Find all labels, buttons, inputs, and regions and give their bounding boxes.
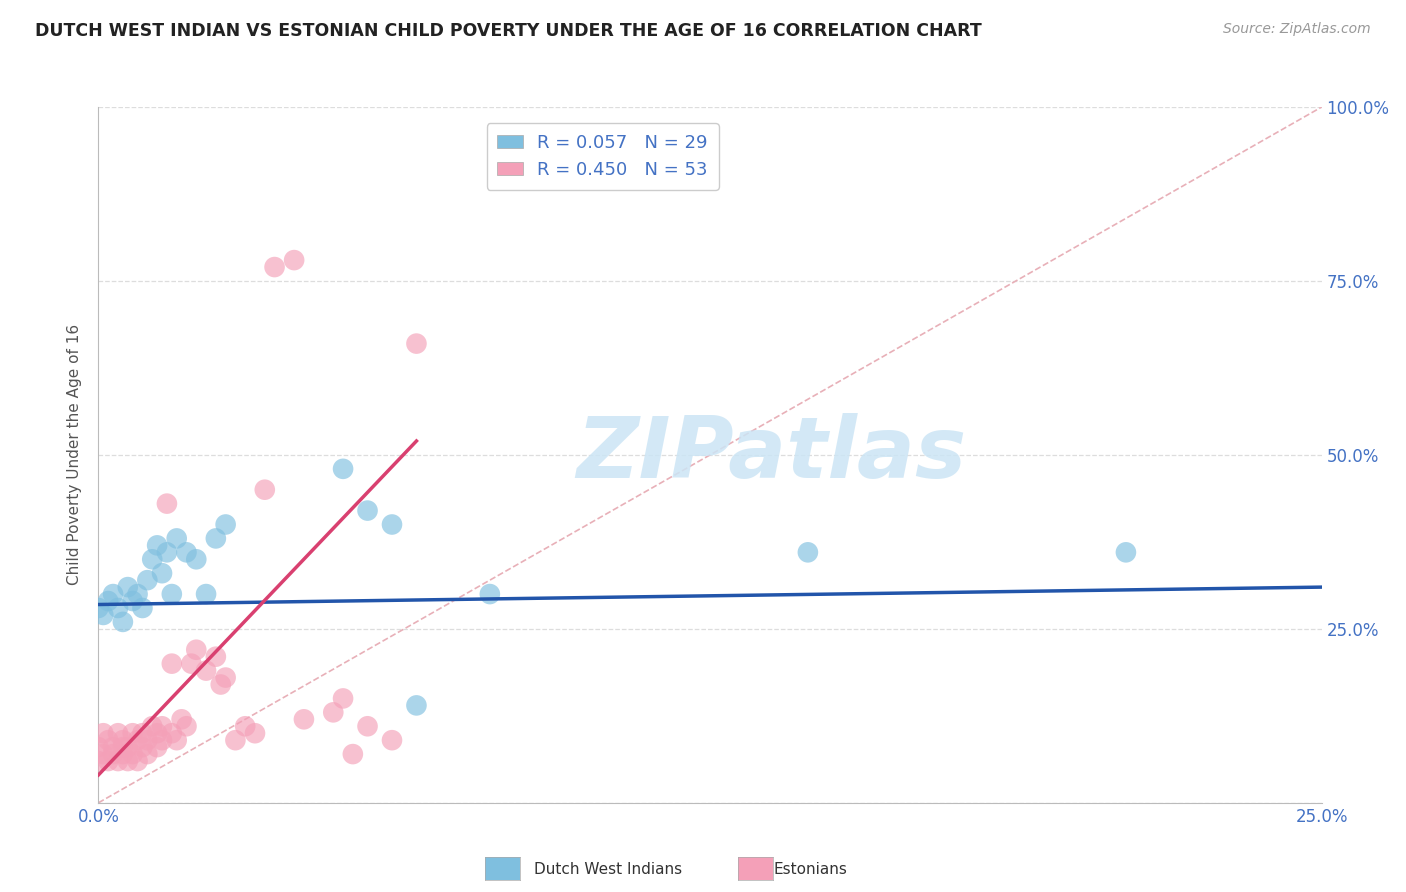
Point	[292, 712, 315, 726]
Point	[478, 587, 501, 601]
Point	[127, 754, 149, 768]
Point	[405, 698, 427, 713]
Point	[117, 580, 139, 594]
Point	[111, 740, 134, 755]
Point	[101, 740, 124, 755]
Point	[111, 615, 134, 629]
Point	[97, 754, 120, 768]
Point	[136, 573, 159, 587]
Point	[87, 601, 110, 615]
Point	[107, 601, 129, 615]
Point	[91, 607, 114, 622]
Point	[131, 726, 153, 740]
Point	[356, 503, 378, 517]
Text: ZIPatlas: ZIPatlas	[576, 413, 966, 497]
Point	[146, 726, 169, 740]
Point	[224, 733, 246, 747]
Point	[322, 706, 344, 720]
Y-axis label: Child Poverty Under the Age of 16: Child Poverty Under the Age of 16	[67, 325, 83, 585]
Point	[381, 733, 404, 747]
Point	[205, 649, 228, 664]
Point	[131, 740, 153, 755]
Point	[263, 260, 285, 274]
Point	[166, 733, 188, 747]
Point	[111, 733, 134, 747]
Point	[141, 552, 163, 566]
Point	[166, 532, 188, 546]
Point	[381, 517, 404, 532]
Point	[1115, 545, 1137, 559]
Point	[214, 517, 236, 532]
Point	[195, 587, 218, 601]
Point	[136, 733, 159, 747]
Point	[87, 740, 110, 755]
Point	[141, 719, 163, 733]
Point	[97, 594, 120, 608]
Point	[121, 747, 143, 761]
Point	[121, 726, 143, 740]
Point	[156, 497, 179, 511]
Point	[186, 552, 208, 566]
Point	[214, 671, 236, 685]
Point	[131, 601, 153, 615]
Point	[117, 754, 139, 768]
Point	[170, 712, 193, 726]
Point	[797, 545, 820, 559]
Point	[127, 587, 149, 601]
Text: Source: ZipAtlas.com: Source: ZipAtlas.com	[1223, 22, 1371, 37]
Point	[136, 747, 159, 761]
Point	[91, 747, 114, 761]
Point	[160, 726, 183, 740]
Point	[146, 740, 169, 755]
Point	[405, 336, 427, 351]
Point	[253, 483, 276, 497]
Point	[150, 566, 173, 581]
Point	[209, 677, 232, 691]
Point	[356, 719, 378, 733]
Text: Estonians: Estonians	[773, 863, 848, 877]
Point	[160, 657, 183, 671]
Point	[332, 691, 354, 706]
Point	[97, 733, 120, 747]
Point	[332, 462, 354, 476]
Point	[87, 754, 110, 768]
Point	[160, 587, 183, 601]
Point	[176, 719, 198, 733]
Point	[195, 664, 218, 678]
Point	[117, 740, 139, 755]
Point	[205, 532, 228, 546]
Text: DUTCH WEST INDIAN VS ESTONIAN CHILD POVERTY UNDER THE AGE OF 16 CORRELATION CHAR: DUTCH WEST INDIAN VS ESTONIAN CHILD POVE…	[35, 22, 981, 40]
Point	[176, 545, 198, 559]
Point	[186, 642, 208, 657]
Point	[180, 657, 202, 671]
Point	[243, 726, 266, 740]
Point	[111, 747, 134, 761]
Point	[107, 726, 129, 740]
Point	[342, 747, 364, 761]
Point	[121, 594, 143, 608]
Point	[146, 538, 169, 552]
Text: Dutch West Indians: Dutch West Indians	[534, 863, 682, 877]
Point	[101, 587, 124, 601]
Point	[233, 719, 256, 733]
Point	[107, 754, 129, 768]
Point	[283, 253, 305, 268]
Point	[127, 733, 149, 747]
Point	[101, 747, 124, 761]
Legend: R = 0.057   N = 29, R = 0.450   N = 53: R = 0.057 N = 29, R = 0.450 N = 53	[486, 123, 718, 190]
Point	[156, 545, 179, 559]
Point	[150, 733, 173, 747]
Point	[150, 719, 173, 733]
Point	[91, 726, 114, 740]
